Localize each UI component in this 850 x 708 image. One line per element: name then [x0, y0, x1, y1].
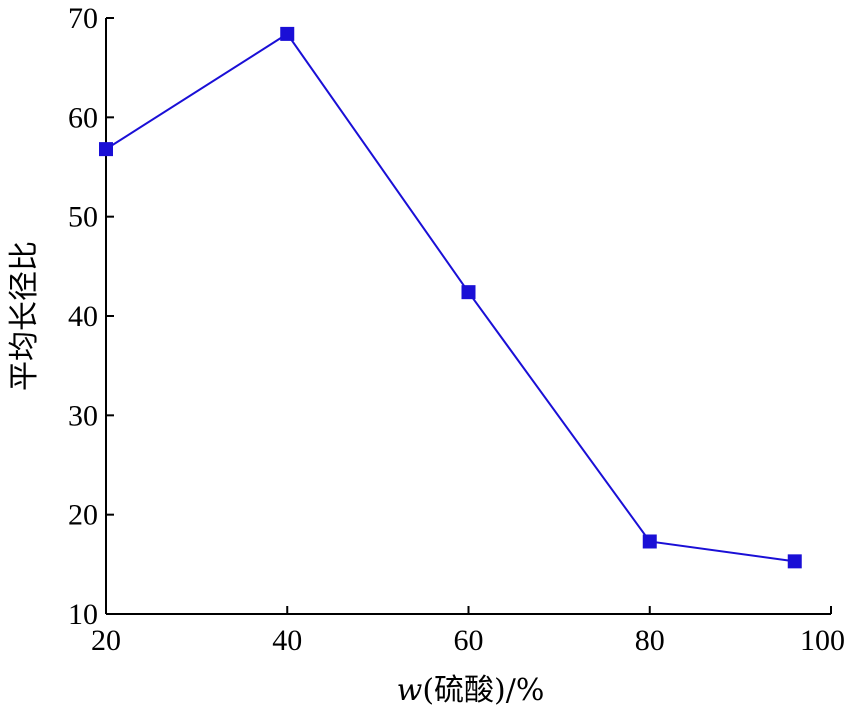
y-tick-label: 60	[68, 101, 98, 134]
axes	[105, 18, 831, 615]
y-tick-label: 50	[68, 201, 98, 234]
y-axis-title: 平均长径比	[7, 241, 42, 391]
y-tick-label: 10	[68, 598, 98, 631]
data-point-marker	[642, 534, 657, 549]
series-line	[105, 32, 795, 563]
x-tick-label: 80	[635, 624, 665, 657]
x-tick-label: 40	[272, 624, 302, 657]
x-tick-label: 60	[454, 624, 484, 657]
y-tick-label: 20	[68, 499, 98, 532]
x-axis-title-symbol: w	[397, 673, 423, 708]
series-layer	[99, 26, 802, 569]
data-point-marker	[280, 26, 295, 41]
y-tick-label: 40	[68, 300, 98, 333]
x-tick-label: 20	[91, 624, 121, 657]
x-axis-title: w(硫酸)/%	[397, 673, 545, 708]
data-point-marker	[99, 142, 113, 157]
x-tick-label: 100	[800, 624, 845, 657]
x-axis-title-rest: (硫酸)/%	[422, 673, 544, 708]
y-tick-label: 30	[68, 399, 98, 432]
data-point-marker	[461, 285, 476, 300]
y-tick-label: 70	[68, 2, 98, 35]
data-point-marker	[787, 554, 802, 569]
